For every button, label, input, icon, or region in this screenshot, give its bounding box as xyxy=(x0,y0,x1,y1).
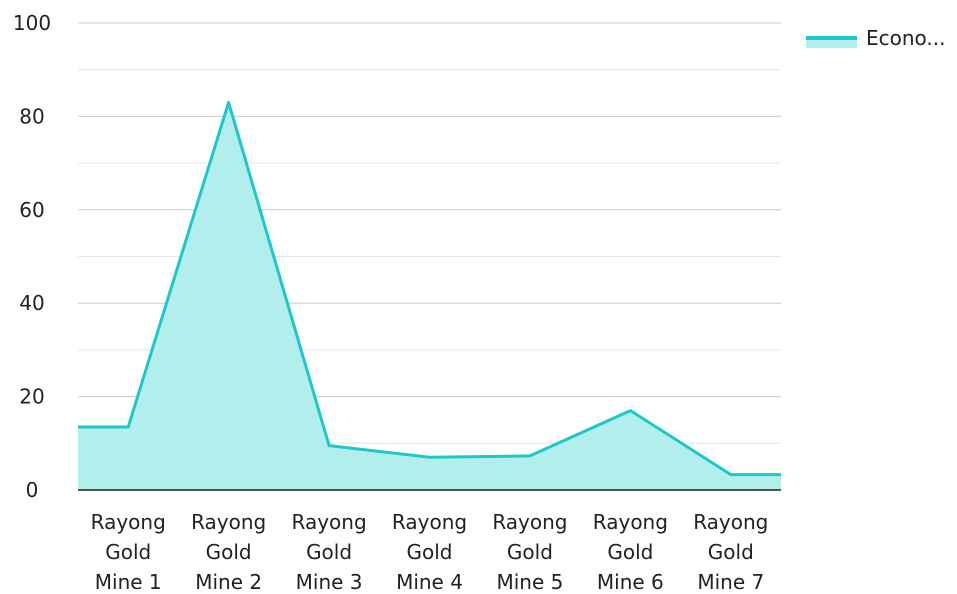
x-tick-label: Rayong Gold Mine 1 xyxy=(91,510,166,594)
legend-label: Econo... xyxy=(866,26,946,50)
x-tick-label: Rayong Gold Mine 2 xyxy=(191,510,266,594)
y-tick-label: 40 xyxy=(19,291,44,315)
series-area xyxy=(78,100,781,491)
x-tick-label: Rayong Gold Mine 5 xyxy=(492,510,567,594)
x-axis: Rayong Gold Mine 1 Rayong Gold Mine 2 Rayong Go… xyxy=(78,489,781,594)
x-tick-label: Rayong Gold Mine 6 xyxy=(593,510,668,594)
y-tick-label: 20 xyxy=(19,385,44,409)
series-line xyxy=(78,100,781,477)
y-tick-label: 80 xyxy=(19,104,44,128)
x-tick-label: Rayong Gold Mine 4 xyxy=(392,510,467,594)
legend-swatch-fill xyxy=(806,38,857,48)
x-tick-label: Rayong Gold Mine 3 xyxy=(291,510,366,594)
y-tick-label: 60 xyxy=(19,198,44,222)
series-fill xyxy=(78,102,781,491)
y-tick-label: 0 xyxy=(26,478,39,502)
x-tick-label: Rayong Gold Mine 7 xyxy=(693,510,768,594)
legend: Econo... xyxy=(806,26,946,50)
y-axis: 0 20 40 60 80 100 xyxy=(13,11,51,502)
y-tick-label: 100 xyxy=(13,11,51,35)
